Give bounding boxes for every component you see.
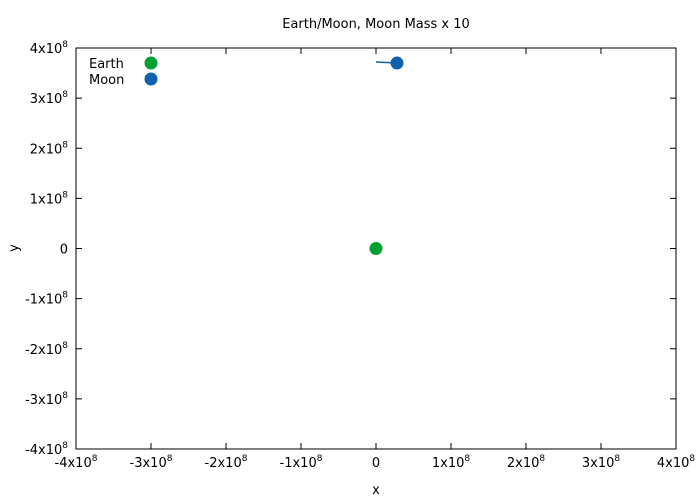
moon-point	[390, 56, 404, 70]
y-tick-label-base: -3x10	[25, 393, 62, 408]
y-tick-label-base: 1x10	[30, 192, 63, 207]
y-axis-label: y	[7, 244, 22, 252]
y-tick-label: 2x108	[30, 140, 69, 157]
x-tick-label-exp: 8	[317, 454, 323, 464]
y-tick-label: 0	[60, 243, 68, 258]
y-axis: 4x1083x1082x1081x1080-1x108-2x108-3x108-…	[25, 40, 676, 458]
y-tick-label-exp: 8	[62, 90, 68, 100]
legend-label-earth: Earth	[89, 57, 124, 72]
y-tick-label-base: 3x10	[30, 92, 63, 107]
legend-label-moon: Moon	[89, 73, 124, 88]
x-axis-label: x	[372, 483, 380, 498]
y-tick-label: -4x108	[25, 441, 68, 458]
x-tick-label: 1x108	[432, 454, 471, 471]
y-tick-label: 1x108	[30, 190, 69, 207]
y-tick-label: 4x108	[30, 40, 69, 57]
legend-marker-earth	[144, 56, 158, 70]
x-tick-label-base: 2x10	[507, 456, 540, 471]
x-tick-label: -4x108	[55, 454, 98, 471]
x-tick-label-base: -3x10	[130, 456, 167, 471]
x-tick-label: 4x108	[657, 454, 696, 471]
x-tick-label-exp: 8	[167, 454, 173, 464]
x-tick-label-exp: 8	[689, 454, 695, 464]
y-tick-label-exp: 8	[62, 40, 68, 50]
y-tick-label-exp: 8	[62, 441, 68, 451]
x-tick-label: -1x108	[280, 454, 323, 471]
y-tick-label-exp: 8	[62, 291, 68, 301]
x-tick-label-exp: 8	[242, 454, 248, 464]
x-tick-label: -3x108	[130, 454, 173, 471]
y-tick-label-exp: 8	[62, 190, 68, 200]
y-tick-label-base: 2x10	[30, 142, 63, 157]
y-tick-label-exp: 8	[62, 140, 68, 150]
x-tick-label-base: 3x10	[582, 456, 615, 471]
y-tick-label: -3x108	[25, 391, 68, 408]
x-axis: -4x108 -3x108 -2x108 -1x108 0 1x108 2x108 3x108…	[55, 48, 696, 471]
x-tick-label-exp: 8	[92, 454, 98, 464]
x-tick-label: -2x108	[205, 454, 248, 471]
x-tick-label-base: -1x10	[280, 456, 317, 471]
x-tick-label-base: 0	[372, 456, 380, 471]
x-tick-label: 0	[372, 456, 380, 471]
y-tick-label-base: -4x10	[25, 443, 62, 458]
series-layer	[369, 56, 404, 255]
x-tick-label-exp: 8	[614, 454, 620, 464]
x-tick-label-exp: 8	[539, 454, 545, 464]
x-tick-label: 2x108	[507, 454, 546, 471]
x-tick-label-base: -2x10	[205, 456, 242, 471]
x-tick-label-base: 1x10	[432, 456, 465, 471]
x-tick-label: 3x108	[582, 454, 621, 471]
y-tick-label: -2x108	[25, 341, 68, 358]
y-tick-label-exp: 8	[62, 341, 68, 351]
y-tick-label: 3x108	[30, 90, 69, 107]
chart-title: Earth/Moon, Moon Mass x 10	[282, 17, 470, 32]
y-tick-label-base: -2x10	[25, 343, 62, 358]
y-tick-label-exp: 8	[62, 391, 68, 401]
earth-point	[369, 242, 383, 255]
x-tick-label-base: 4x10	[657, 456, 690, 471]
legend-marker-moon	[144, 72, 158, 86]
y-tick-label: -1x108	[25, 291, 68, 308]
x-tick-label-base: -4x10	[55, 456, 92, 471]
y-tick-label-base: 4x10	[30, 42, 63, 57]
y-tick-label-base: -1x10	[25, 293, 62, 308]
x-tick-label-exp: 8	[464, 454, 470, 464]
y-tick-label-base: 0	[60, 243, 68, 258]
